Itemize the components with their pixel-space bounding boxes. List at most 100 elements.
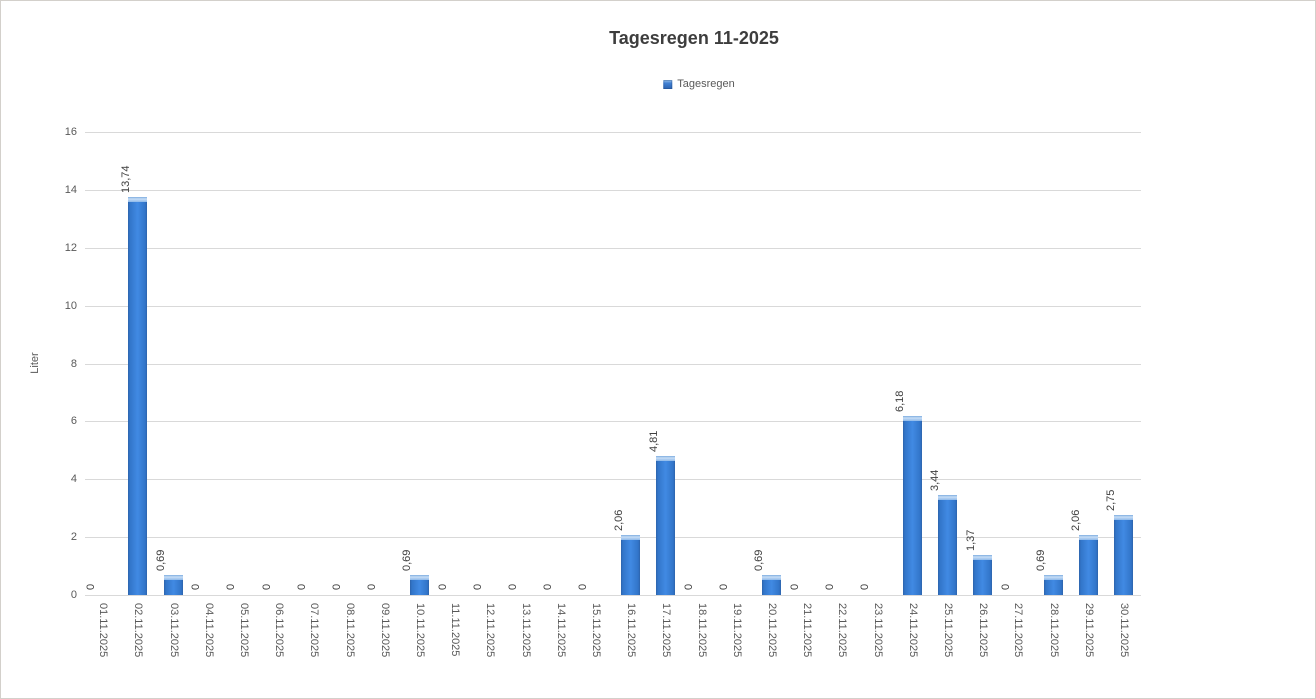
y-axis-tick-label: 4 (70, 473, 77, 486)
x-axis-tick-label: 11.11.2025 (449, 603, 462, 657)
bar-value-label: 0 (260, 583, 273, 590)
bar-value-label: 0 (471, 583, 484, 590)
y-axis-tick-label: 6 (70, 415, 77, 428)
gridline (85, 132, 1141, 133)
y-axis-tick-label: 16 (64, 126, 77, 138)
x-axis-tick-label: 09.11.2025 (378, 603, 391, 658)
gridline (85, 247, 1141, 249)
bar (937, 495, 957, 595)
x-axis-tick-label: 13.11.2025 (519, 603, 532, 658)
x-axis-tick-label: 05.11.2025 (237, 603, 250, 658)
bar-value-label: 2,06 (1070, 509, 1083, 532)
x-axis-tick-label: 19.11.2025 (730, 603, 743, 658)
y-axis-tick-label: 14 (64, 183, 77, 196)
plot-area: 0 01.11.2025 13,74 02.11.2025 0,69 03.11.2025… (84, 132, 1141, 657)
bar-value-label: 3,44 (929, 470, 942, 492)
x-axis-tick-label: 23.11.2025 (871, 603, 884, 658)
bar-cap (621, 535, 641, 540)
x-axis-tick-label: 03.11.2025 (167, 603, 180, 658)
bar-value-label: 13,74 (119, 165, 132, 194)
gridline (85, 479, 1141, 481)
x-axis-tick-label: 12.11.2025 (484, 603, 497, 658)
y-axis-tick-label: 8 (70, 357, 77, 370)
x-axis-tick-label: 04.11.2025 (202, 603, 215, 658)
bar-cap (163, 575, 183, 580)
bar-value-label: 0 (788, 583, 801, 590)
x-axis-tick-label: 07.11.2025 (308, 603, 321, 658)
bar-cap (409, 575, 429, 580)
bar-cap (973, 555, 993, 560)
bar-cap (902, 416, 922, 421)
y-axis-tick-label: 12 (64, 241, 77, 254)
y-axis-tick-label: 0 (70, 589, 77, 601)
bar (1078, 535, 1098, 595)
bar (163, 575, 183, 595)
gridline (85, 189, 1141, 191)
bar-cap (1043, 575, 1063, 580)
gridline (85, 305, 1141, 307)
bar-cap (656, 456, 676, 461)
bar (409, 575, 429, 595)
bar-value-label: 0,69 (753, 549, 766, 572)
x-axis-tick-label: 21.11.2025 (801, 603, 814, 658)
bar-value-label: 1,37 (964, 529, 977, 552)
x-axis-tick-label: 02.11.2025 (132, 603, 145, 658)
legend-marker-icon (663, 79, 673, 89)
bar-value-label: 0 (225, 583, 238, 590)
bar-value-label: 2,75 (1105, 490, 1118, 512)
bar-value-label: 0 (331, 583, 343, 590)
y-axis-title: Liter (29, 352, 41, 374)
x-axis-tick-label: 25.11.2025 (941, 603, 954, 658)
bar-value-label: 0 (507, 583, 519, 590)
x-axis-tick-label: 08.11.2025 (343, 603, 356, 658)
bar-cap (937, 495, 957, 500)
bar-value-label: 0 (190, 583, 203, 590)
bar-value-label: 0 (295, 583, 308, 590)
x-axis-tick-label: 06.11.2025 (273, 603, 286, 658)
x-axis-tick-label: 16.11.2025 (625, 603, 638, 658)
bar-value-label: 4,81 (647, 430, 660, 452)
bar (621, 535, 641, 595)
bar (1113, 515, 1133, 595)
x-axis-tick-label: 26.11.2025 (977, 603, 990, 658)
x-axis-tick-label: 24.11.2025 (906, 603, 919, 658)
bar-value-label: 0 (577, 583, 590, 590)
gridline (85, 363, 1141, 365)
bar-value-label: 0,69 (155, 549, 167, 572)
bar (761, 575, 781, 595)
x-axis-tick-label: 28.11.2025 (1047, 603, 1060, 658)
chart-title: Tagesregen 11-2025 (609, 28, 779, 48)
bar-cap (1113, 515, 1133, 520)
x-axis-tick-label: 14.11.2025 (554, 603, 567, 658)
bar (902, 416, 922, 595)
bar-cap (761, 575, 781, 580)
bar (128, 197, 148, 595)
bar-cap (128, 197, 148, 202)
y-axis-tick-label: 10 (64, 299, 77, 312)
x-axis-tick-label: 18.11.2025 (695, 603, 708, 658)
x-axis-tick-label: 20.11.2025 (765, 603, 778, 658)
x-axis-tick-label: 27.11.2025 (1012, 603, 1025, 658)
bar-value-label: 0 (718, 583, 731, 590)
bar-value-label: 0 (999, 583, 1012, 590)
y-axis-tick-label: 2 (70, 531, 77, 544)
bar (973, 555, 993, 595)
x-axis-tick-label: 15.11.2025 (589, 603, 602, 658)
x-axis-tick-label: 10.11.2025 (413, 603, 426, 658)
bar (1043, 575, 1063, 595)
bar-value-label: 6,18 (894, 390, 907, 413)
x-axis-tick-label: 22.11.2025 (836, 603, 849, 658)
gridline (85, 421, 1141, 423)
bar-value-label: 0 (859, 583, 871, 590)
bar-value-label: 0 (542, 583, 555, 590)
bar-cap (1078, 535, 1098, 540)
bar-value-label: 0 (823, 583, 836, 590)
bar-value-label: 0 (683, 583, 695, 590)
bar-value-label: 0 (84, 583, 97, 590)
bar-value-label: 0 (436, 583, 449, 590)
bar-value-label: 0,69 (401, 549, 414, 572)
bar-value-label: 0 (366, 583, 379, 590)
x-axis-tick-label: 29.11.2025 (1082, 603, 1095, 658)
bar (656, 456, 676, 595)
